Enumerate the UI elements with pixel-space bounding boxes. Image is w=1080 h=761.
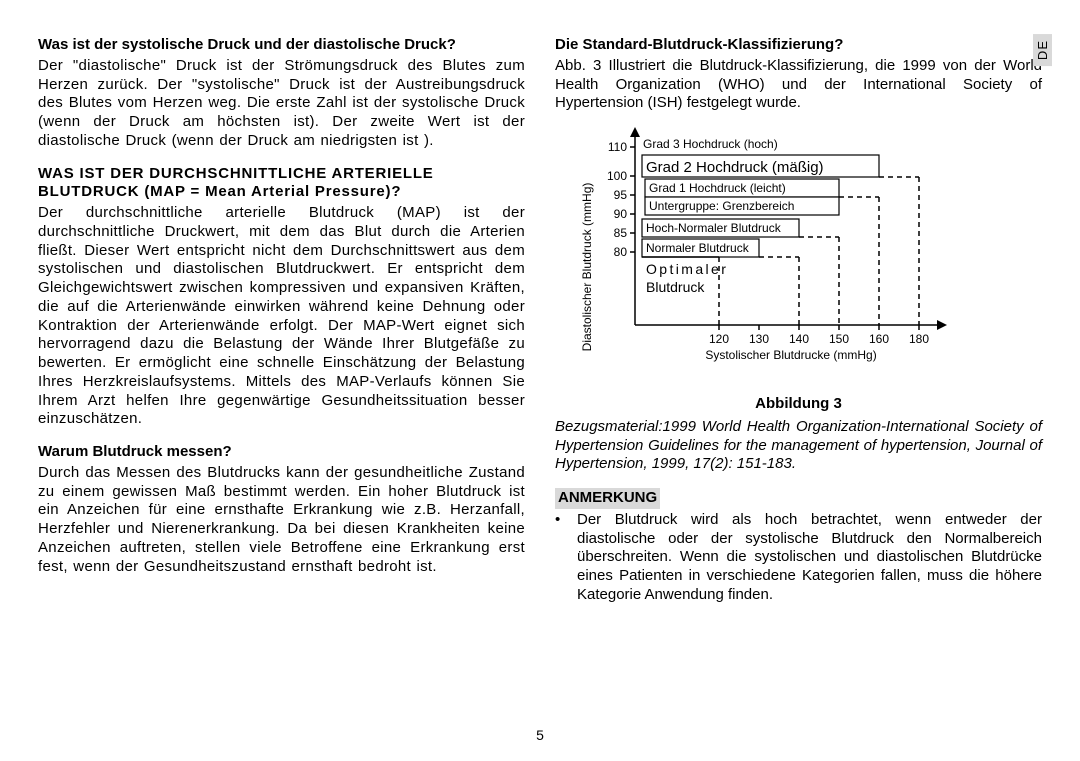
svg-text:95: 95 <box>614 188 628 202</box>
heading-map: WAS IST DER DURCHSCHNITTLICHE ARTERIELLE… <box>38 165 525 203</box>
svg-text:110: 110 <box>608 140 627 154</box>
note-bullet: • Der Blutdruck wird als hoch betrachtet… <box>555 511 1042 605</box>
figure-label: Abbildung 3 <box>555 395 1042 414</box>
content-columns: Was ist der systolische Druck und der di… <box>38 36 1042 605</box>
right-column: Die Standard-Blutdruck-Klassifizierung? … <box>555 36 1042 605</box>
svg-text:90: 90 <box>614 207 628 221</box>
para-map: Der durchschnittliche arterielle Blutdru… <box>38 204 525 429</box>
language-tag: DE <box>1033 34 1052 66</box>
bp-classification-chart: 110 100 95 90 85 80 120 130 140 150 160 180 Diastoli… <box>579 127 1009 387</box>
svg-text:140: 140 <box>789 332 809 346</box>
svg-text:Grad 3 Hochdruck (hoch): Grad 3 Hochdruck (hoch) <box>643 137 778 151</box>
para-systolic: Der "diastolische" Druck ist der Strömun… <box>38 57 525 151</box>
heading-systolic: Was ist der systolische Druck und der di… <box>38 36 525 55</box>
para-why: Durch das Messen des Blutdrucks kann der… <box>38 464 525 577</box>
bullet-icon: • <box>555 511 567 605</box>
note-label: ANMERKUNG <box>555 488 660 509</box>
left-column: Was ist der systolische Druck und der di… <box>38 36 525 605</box>
svg-text:Normaler Blutdruck: Normaler Blutdruck <box>646 241 750 255</box>
svg-text:120: 120 <box>709 332 729 346</box>
svg-text:80: 80 <box>614 245 628 259</box>
para-classification: Abb. 3 Illustriert die Blutdruck-Klassif… <box>555 57 1042 113</box>
chart-container: 110 100 95 90 85 80 120 130 140 150 160 180 Diastoli… <box>579 127 1042 387</box>
svg-text:Diastolischer Blutdruck (mmHg): Diastolischer Blutdruck (mmHg) <box>580 183 594 352</box>
svg-text:180: 180 <box>909 332 929 346</box>
svg-text:Systolischer Blutdrucke (mmHg): Systolischer Blutdrucke (mmHg) <box>705 348 876 362</box>
svg-text:100: 100 <box>607 169 627 183</box>
citation: Bezugsmaterial:1999 World Health Organiz… <box>555 418 1042 474</box>
page-number: 5 <box>0 727 1080 743</box>
heading-why: Warum Blutdruck messen? <box>38 443 525 462</box>
svg-text:Untergruppe: Grenzbereich: Untergruppe: Grenzbereich <box>649 199 794 213</box>
svg-text:130: 130 <box>749 332 769 346</box>
note-text: Der Blutdruck wird als hoch betrachtet, … <box>577 511 1042 605</box>
svg-text:Blutdruck: Blutdruck <box>646 279 705 295</box>
svg-text:Hoch-Normaler Blutdruck: Hoch-Normaler Blutdruck <box>646 221 782 235</box>
svg-text:85: 85 <box>614 226 628 240</box>
svg-text:Grad 2 Hochdruck (mäßig): Grad 2 Hochdruck (mäßig) <box>646 159 824 176</box>
svg-text:160: 160 <box>869 332 889 346</box>
svg-text:Grad 1 Hochdruck (leicht): Grad 1 Hochdruck (leicht) <box>649 181 786 195</box>
heading-classification: Die Standard-Blutdruck-Klassifizierung? <box>555 36 1042 55</box>
svg-text:Optimaler: Optimaler <box>646 261 728 277</box>
svg-text:150: 150 <box>829 332 849 346</box>
